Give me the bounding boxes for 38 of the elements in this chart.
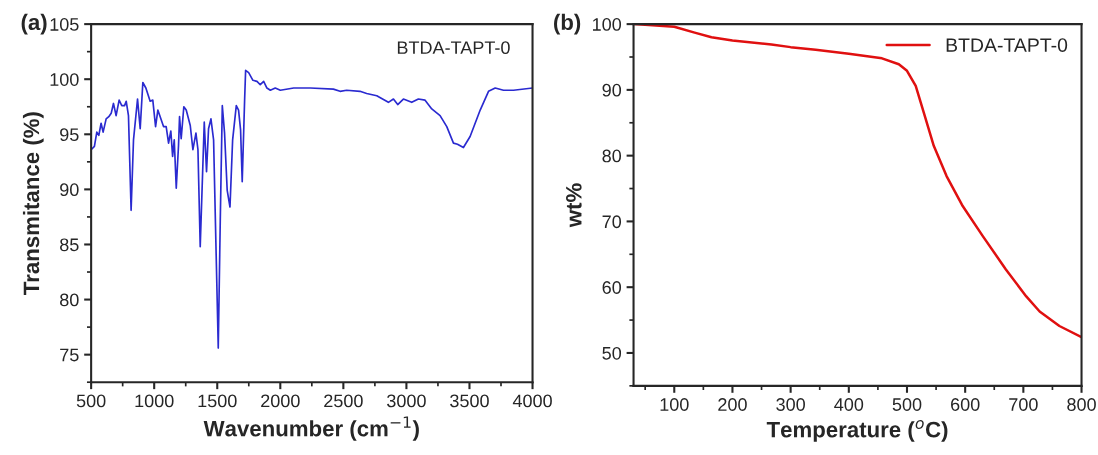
x-tick-label: 100 [660,398,689,411]
y-tick-label: 100 [50,73,79,86]
x-tick-label: 400 [834,398,864,411]
y-tick-label: 100 [593,18,622,31]
y-tick-label: 50 [602,346,622,360]
annotation: BTDA-TAPT-0 [397,41,510,55]
y-tick-label: 85 [60,238,79,252]
x-tick-label: 300 [776,398,805,411]
x-axis-title: Temperature ($^{o}$C) [766,420,948,442]
x-tick-label: 200 [718,398,747,411]
x-tick-label: 500 [76,394,106,408]
y-tick-label: 105 [50,18,79,31]
x-tick-label: 2000 [261,394,300,408]
line-series [91,69,533,349]
chart-title: (b) [554,13,581,35]
x-tick-label: 700 [1009,398,1038,411]
y-axis-title: wt% [565,183,582,228]
y-tick-label: 60 [602,281,622,294]
x-tick-label: 3000 [387,394,426,408]
y-tick-label: 75 [60,348,79,362]
x-tick-label: 500 [892,398,922,411]
y-tick-label: 70 [602,215,622,229]
y-axis-title: Transmitance (%) [22,112,44,295]
y-tick-label: 80 [60,293,79,307]
x-tick-label: 800 [1067,398,1096,411]
chart-title: (a) [21,13,47,35]
x-tick-label: 1000 [135,394,174,408]
y-tick-label: 90 [60,183,79,197]
x-tick-label: 2500 [324,394,363,408]
x-tick-label: 600 [951,398,980,411]
legend-label: BTDA-TAPT-0 [946,38,1068,53]
y-tick-label: 80 [602,149,622,163]
x-tick-label: 4000 [512,394,552,408]
x-axis-title: Wavenumber (cm$^{−1}$) [203,416,419,441]
y-tick-label: 90 [602,83,622,97]
y-tick-label: 95 [60,128,79,142]
x-tick-label: 1500 [198,394,237,408]
x-tick-label: 3500 [450,394,489,408]
